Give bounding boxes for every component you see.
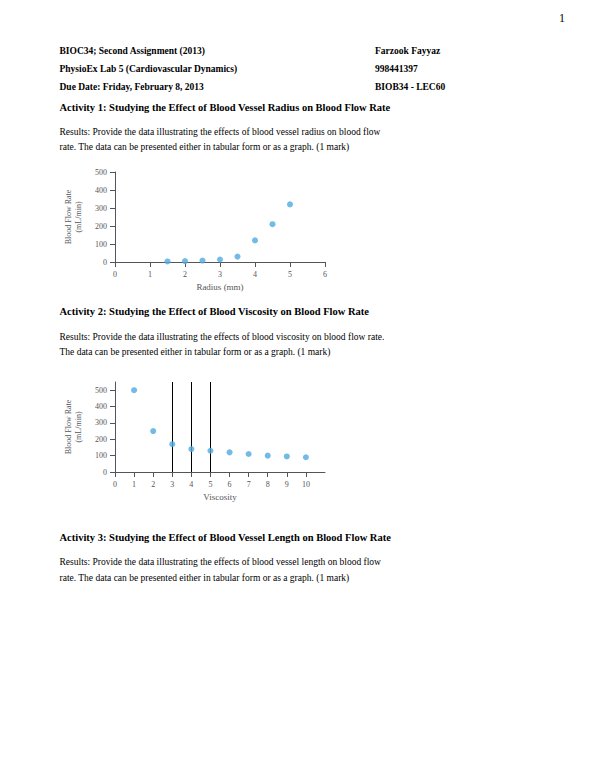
svg-text:4: 4	[253, 270, 257, 279]
svg-text:0: 0	[103, 468, 107, 477]
svg-text:100: 100	[95, 451, 107, 460]
svg-text:10: 10	[302, 480, 310, 489]
svg-text:Radius (mm): Radius (mm)	[196, 282, 243, 292]
svg-text:6: 6	[323, 270, 327, 279]
svg-text:(mL/min): (mL/min)	[74, 411, 83, 442]
svg-text:0: 0	[113, 480, 117, 489]
svg-text:1: 1	[559, 11, 565, 25]
svg-text:1: 1	[132, 480, 136, 489]
svg-text:Results: Provide the data illu: Results: Provide the data illustrating t…	[60, 557, 382, 567]
svg-text:Farzook Fayyaz: Farzook Fayyaz	[375, 46, 441, 56]
svg-text:300: 300	[95, 418, 107, 427]
svg-text:BIOB34 - LEC60: BIOB34 - LEC60	[375, 82, 445, 92]
svg-text:200: 200	[95, 222, 107, 231]
svg-text:100: 100	[95, 240, 107, 249]
svg-text:6: 6	[228, 480, 232, 489]
svg-text:5: 5	[288, 270, 292, 279]
svg-text:1: 1	[148, 270, 152, 279]
svg-text:400: 400	[95, 402, 107, 411]
svg-text:Blood Flow Rate: Blood Flow Rate	[64, 399, 73, 454]
svg-text:998441397: 998441397	[375, 64, 418, 74]
svg-text:BIOC34; Second Assignment (201: BIOC34; Second Assignment (2013)	[60, 46, 205, 57]
svg-text:0: 0	[103, 258, 107, 267]
svg-text:(mL/min): (mL/min)	[74, 201, 83, 232]
svg-text:3: 3	[170, 480, 174, 489]
svg-text:PhysioEx Lab 5 (Cardiovascular: PhysioEx Lab 5 (Cardiovascular Dynamics)	[60, 64, 238, 75]
svg-text:Results: Provide the data illu: Results: Provide the data illustrating t…	[60, 127, 381, 137]
svg-text:rate. The data can be presente: rate. The data can be presented either i…	[60, 142, 350, 153]
svg-text:Blood Flow Rate: Blood Flow Rate	[64, 189, 73, 244]
svg-text:9: 9	[285, 480, 289, 489]
svg-text:3: 3	[218, 270, 222, 279]
svg-text:Activity 3: Studying the Effec: Activity 3: Studying the Effect of Blood…	[60, 532, 392, 543]
svg-text:200: 200	[95, 435, 107, 444]
svg-text:Activity 1: Studying the Effec: Activity 1: Studying the Effect of Blood…	[60, 102, 391, 113]
svg-text:Viscosity: Viscosity	[203, 492, 237, 502]
svg-text:500: 500	[95, 386, 107, 395]
svg-text:300: 300	[95, 204, 107, 213]
svg-text:Due Date: Friday, February 8,: Due Date: Friday, February 8, 2013	[60, 82, 205, 92]
svg-text:8: 8	[266, 480, 270, 489]
svg-text:2: 2	[151, 480, 155, 489]
svg-text:2: 2	[183, 270, 187, 279]
svg-text:400: 400	[95, 186, 107, 195]
svg-text:7: 7	[247, 480, 251, 489]
svg-text:Results: Provide the data illu: Results: Provide the data illustrating t…	[60, 332, 385, 342]
svg-text:5: 5	[208, 480, 212, 489]
svg-text:rate. The data can be presente: rate. The data can be presented either i…	[60, 573, 350, 584]
svg-text:Activity 2: Studying the Effec: Activity 2: Studying the Effect of Blood…	[60, 306, 370, 317]
svg-text:4: 4	[189, 480, 193, 489]
svg-text:0: 0	[113, 270, 117, 279]
svg-text:500: 500	[95, 168, 107, 177]
svg-text:The data can be presented eith: The data can be presented either in tabu…	[60, 347, 331, 358]
